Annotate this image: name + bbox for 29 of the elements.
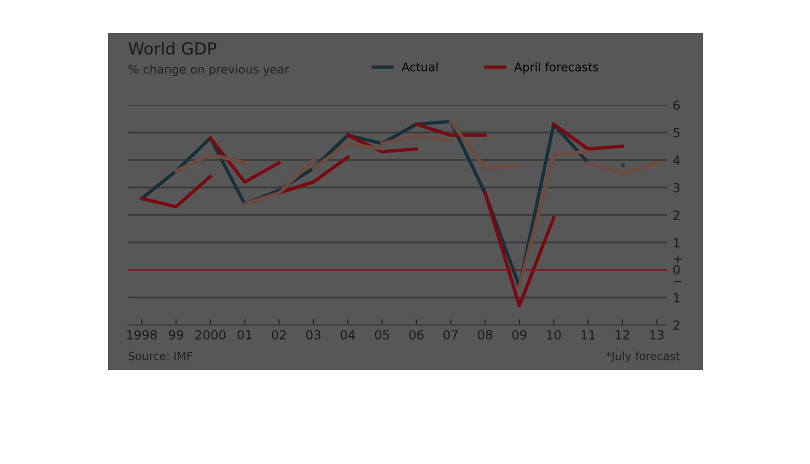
x-tick-label: 12 [616,330,630,340]
legend-label: Actual [402,62,438,72]
legend-label: April forecasts [514,62,598,74]
x-tick-label: 07 [444,330,458,340]
y-tick-label: 1 [674,238,680,248]
y-tick-label: 2 [673,320,680,330]
y-tick-label: 3 [674,182,680,192]
x-tick-label: 09 [512,330,526,340]
x-tick-label: 11 [581,330,595,340]
chart-title: World GDP [128,42,216,55]
x-tick-label: 10 [547,330,561,340]
x-tick-label: 03 [306,330,320,340]
y-tick-label: 6 [673,100,680,110]
y-tick-label: 1 [674,293,680,302]
y-tick-label: 4 [673,156,680,165]
y-tick-label: 5 [674,128,680,138]
x-tick-label: 06 [409,330,424,340]
annotation: * [620,162,626,168]
x-tick-label: 99 [168,330,184,340]
x-tick-label: 08 [478,330,492,340]
x-tick-label: 01 [238,330,252,340]
y-tick-label: 2 [673,210,680,220]
x-tick-label: 2000 [195,330,226,340]
x-tick-label: 02 [272,330,286,340]
x-tick-label: 1998 [127,330,157,340]
x-tick-label: 13 [650,330,664,340]
y-tick-label: + 0 − [673,255,682,282]
x-tick-label: 04 [340,330,355,340]
x-tick-label: 05 [374,330,389,340]
